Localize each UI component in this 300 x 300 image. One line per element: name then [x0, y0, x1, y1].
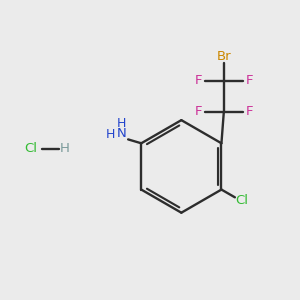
Text: F: F: [195, 74, 202, 87]
Text: H: H: [106, 128, 116, 141]
Text: Cl: Cl: [24, 142, 37, 155]
Text: F: F: [245, 105, 253, 119]
Text: H: H: [117, 117, 126, 130]
Text: Br: Br: [217, 50, 231, 63]
Text: F: F: [195, 105, 202, 119]
Text: F: F: [245, 74, 253, 87]
Text: H: H: [60, 142, 70, 155]
Text: Cl: Cl: [236, 194, 248, 206]
Text: N: N: [116, 127, 126, 140]
